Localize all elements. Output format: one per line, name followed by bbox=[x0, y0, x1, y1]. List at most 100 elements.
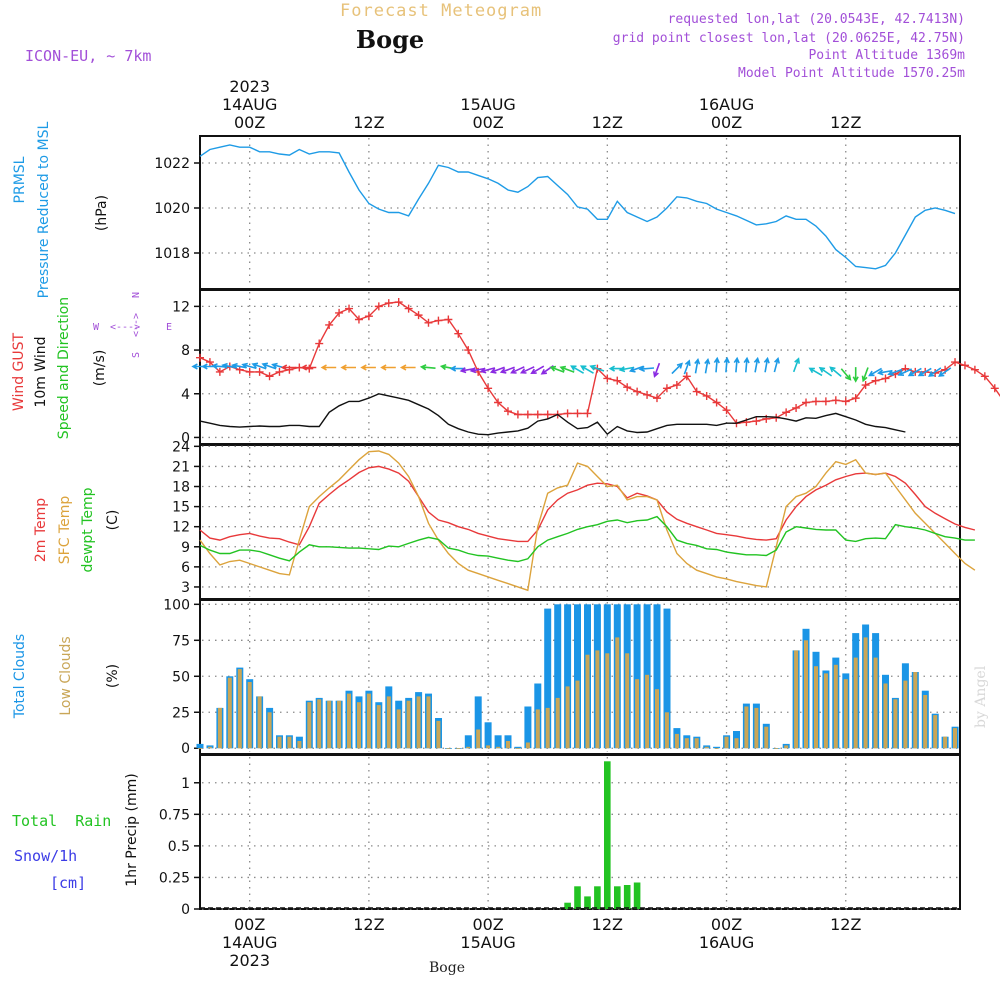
low-cloud-bar bbox=[247, 682, 252, 749]
total-cloud-bar bbox=[464, 735, 472, 749]
low-clouds-title: Low Clouds bbox=[58, 636, 74, 715]
wind-direction-arrow bbox=[829, 366, 842, 378]
gust-marker bbox=[573, 409, 582, 418]
gust-marker bbox=[345, 304, 354, 313]
gust-marker bbox=[851, 394, 860, 403]
top-hour-label: 00Z bbox=[711, 113, 742, 132]
top-hour-label: 00Z bbox=[472, 113, 503, 132]
low-cloud-bar bbox=[883, 683, 888, 749]
wind-direction-arrow bbox=[694, 357, 701, 374]
rain-bar bbox=[574, 886, 581, 909]
gust-marker bbox=[752, 417, 761, 426]
low-cloud-bar bbox=[466, 746, 471, 749]
low-cloud-bar bbox=[446, 748, 451, 749]
gust-marker bbox=[404, 304, 413, 313]
top-hour-label: 12Z bbox=[592, 113, 623, 132]
low-cloud-bar bbox=[347, 693, 351, 749]
wind-direction-arrow bbox=[938, 367, 952, 377]
compass-s: S bbox=[131, 352, 142, 358]
gust-marker bbox=[841, 397, 850, 406]
grid-point-lonlat: grid point closest lon,lat (20.0625E, 42… bbox=[613, 31, 965, 46]
wind-direction-arrow bbox=[549, 365, 565, 373]
low-cloud-bar bbox=[327, 700, 332, 749]
temperature-series-dewpt-temp bbox=[199, 515, 975, 563]
clouds-unit: (%) bbox=[105, 664, 121, 688]
clouds-axis-title: Total Clouds Low Clouds (%) bbox=[12, 634, 121, 719]
low-cloud-bar bbox=[357, 702, 361, 749]
wind-direction-arrow bbox=[868, 367, 883, 377]
clouds-ytick-label: 25 bbox=[172, 705, 190, 721]
bottom-hour-label: 00Z bbox=[234, 915, 265, 934]
gust-marker bbox=[623, 383, 632, 392]
temperature-ytick-label: 9 bbox=[181, 540, 190, 556]
gust-marker bbox=[563, 409, 572, 418]
pressure-ytick-label: 1022 bbox=[154, 156, 190, 172]
low-cloud-bar bbox=[714, 748, 719, 749]
wind-10m-title: 10m Wind bbox=[33, 336, 49, 407]
wind-direction-arrow bbox=[840, 368, 852, 381]
gust-marker bbox=[583, 409, 592, 418]
precip-ytick-label: 0.5 bbox=[168, 839, 190, 855]
low-cloud-bar bbox=[426, 696, 431, 749]
total-cloud-bar bbox=[474, 696, 482, 749]
rain-bar bbox=[623, 885, 631, 909]
gust-marker bbox=[643, 390, 652, 399]
model-point-altitude: Model Point Altitude 1570.25m bbox=[738, 66, 965, 81]
gust-marker bbox=[990, 384, 999, 393]
gust-marker bbox=[196, 353, 204, 362]
low-cloud-bar bbox=[823, 673, 828, 749]
compass-w: W bbox=[93, 322, 100, 333]
compass-vertical-arrow: <--> bbox=[131, 313, 142, 337]
gust-marker bbox=[494, 398, 503, 407]
wind-direction-arrow bbox=[380, 364, 396, 371]
low-cloud-bar bbox=[863, 637, 868, 749]
low-cloud-bar bbox=[386, 696, 391, 749]
bottom-hour-label: 12Z bbox=[353, 915, 384, 934]
precip-ytick-label: 0.25 bbox=[159, 870, 190, 886]
gust-marker bbox=[802, 398, 811, 407]
precip-unit: 1hr Precip (mm) bbox=[124, 773, 140, 886]
low-cloud-bar bbox=[814, 666, 818, 749]
low-cloud-bar bbox=[893, 699, 898, 749]
low-cloud-bar bbox=[486, 745, 491, 749]
total-cloud-bar bbox=[524, 706, 532, 749]
low-cloud-bar bbox=[416, 696, 421, 749]
gust-marker bbox=[364, 312, 373, 321]
low-cloud-bar bbox=[674, 733, 679, 749]
total-cloud-bar bbox=[653, 604, 661, 749]
low-cloud-bar bbox=[575, 680, 580, 749]
wind-direction-arrow bbox=[792, 357, 800, 373]
low-cloud-bar bbox=[436, 720, 441, 749]
gust-marker bbox=[692, 387, 701, 396]
bottom-day-label: 16AUG bbox=[699, 933, 754, 952]
temp-dewpt-title: dewpt Temp bbox=[80, 487, 96, 572]
gust-marker bbox=[682, 372, 691, 381]
gust-marker bbox=[782, 408, 791, 417]
wind-direction-arrow bbox=[419, 364, 436, 371]
low-cloud-bar bbox=[645, 674, 650, 749]
wind-direction-arrow bbox=[579, 365, 594, 374]
low-cloud-bar bbox=[366, 693, 371, 749]
low-cloud-bar bbox=[764, 726, 769, 749]
low-cloud-bar bbox=[585, 654, 590, 749]
low-cloud-bar bbox=[565, 686, 570, 749]
wind-direction-arrow bbox=[300, 364, 317, 371]
low-cloud-bar bbox=[655, 689, 659, 749]
low-cloud-bar bbox=[506, 741, 510, 749]
model-label: ICON-EU, ~ 7km bbox=[25, 47, 151, 65]
low-cloud-bar bbox=[198, 748, 202, 749]
bottom-day-label: 14AUG bbox=[222, 933, 277, 952]
gust-marker bbox=[951, 358, 960, 367]
low-cloud-bar bbox=[605, 653, 610, 749]
rain-bar bbox=[633, 882, 641, 909]
low-cloud-bar bbox=[923, 695, 928, 749]
low-cloud-bar bbox=[933, 715, 938, 749]
low-cloud-bar bbox=[943, 736, 948, 749]
gust-marker bbox=[384, 299, 393, 308]
wind-direction-arrow bbox=[261, 362, 277, 370]
low-cloud-bar bbox=[843, 679, 848, 749]
wind-direction-arrow bbox=[628, 365, 644, 373]
gust-marker bbox=[662, 384, 671, 393]
